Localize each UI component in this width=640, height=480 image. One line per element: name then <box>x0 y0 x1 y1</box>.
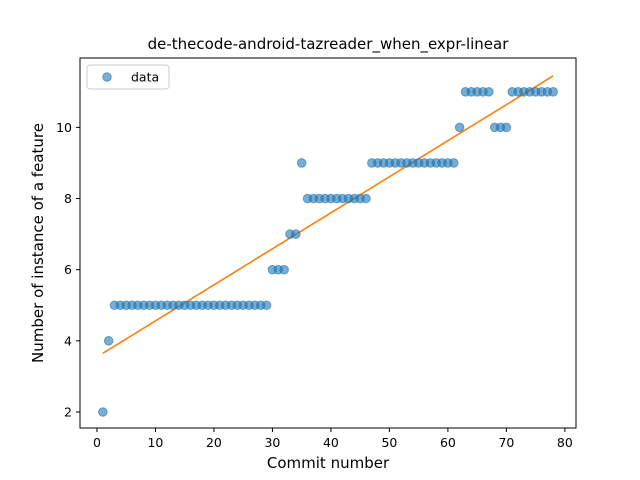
data-point <box>501 122 512 133</box>
x-tick-label: 60 <box>440 435 456 450</box>
legend-label-data: data <box>131 70 159 85</box>
y-axis-ticks: 2 4 6 8 10 <box>56 120 80 419</box>
data-point <box>103 336 114 346</box>
y-tick-label: 10 <box>56 120 72 135</box>
y-axis-label: Number of instance of a feature <box>29 123 47 363</box>
data-point <box>98 407 108 417</box>
data-point <box>448 158 459 168</box>
x-tick-label: 40 <box>323 435 339 450</box>
data-point <box>261 300 272 311</box>
y-tick-label: 8 <box>64 191 72 206</box>
x-tick-label: 70 <box>498 435 514 450</box>
data-point <box>279 264 289 275</box>
data-point <box>296 158 307 168</box>
x-tick-label: 80 <box>557 435 573 450</box>
legend-box <box>86 64 170 90</box>
data-point <box>291 229 301 239</box>
chart-title: de-thecode-android-tazreader_when_expr-l… <box>148 35 510 54</box>
x-tick-label: 30 <box>264 435 280 450</box>
data-point <box>454 122 465 133</box>
y-tick-label: 4 <box>64 333 72 348</box>
legend: data <box>86 64 170 90</box>
data-point <box>548 86 558 97</box>
x-tick-label: 10 <box>147 435 163 450</box>
y-tick-label: 6 <box>64 262 72 277</box>
data-point <box>361 193 371 204</box>
data-points-layer <box>98 86 558 417</box>
x-tick-label: 20 <box>206 435 222 450</box>
legend-marker-data <box>102 72 112 82</box>
y-tick-label: 2 <box>64 404 72 419</box>
x-axis-ticks: 0 10 20 30 40 50 60 70 80 <box>93 428 573 450</box>
data-point <box>484 86 494 97</box>
plot-frame <box>79 57 577 429</box>
x-tick-label: 0 <box>93 435 101 450</box>
x-tick-label: 50 <box>381 435 397 450</box>
x-axis-label: Commit number <box>267 454 390 472</box>
